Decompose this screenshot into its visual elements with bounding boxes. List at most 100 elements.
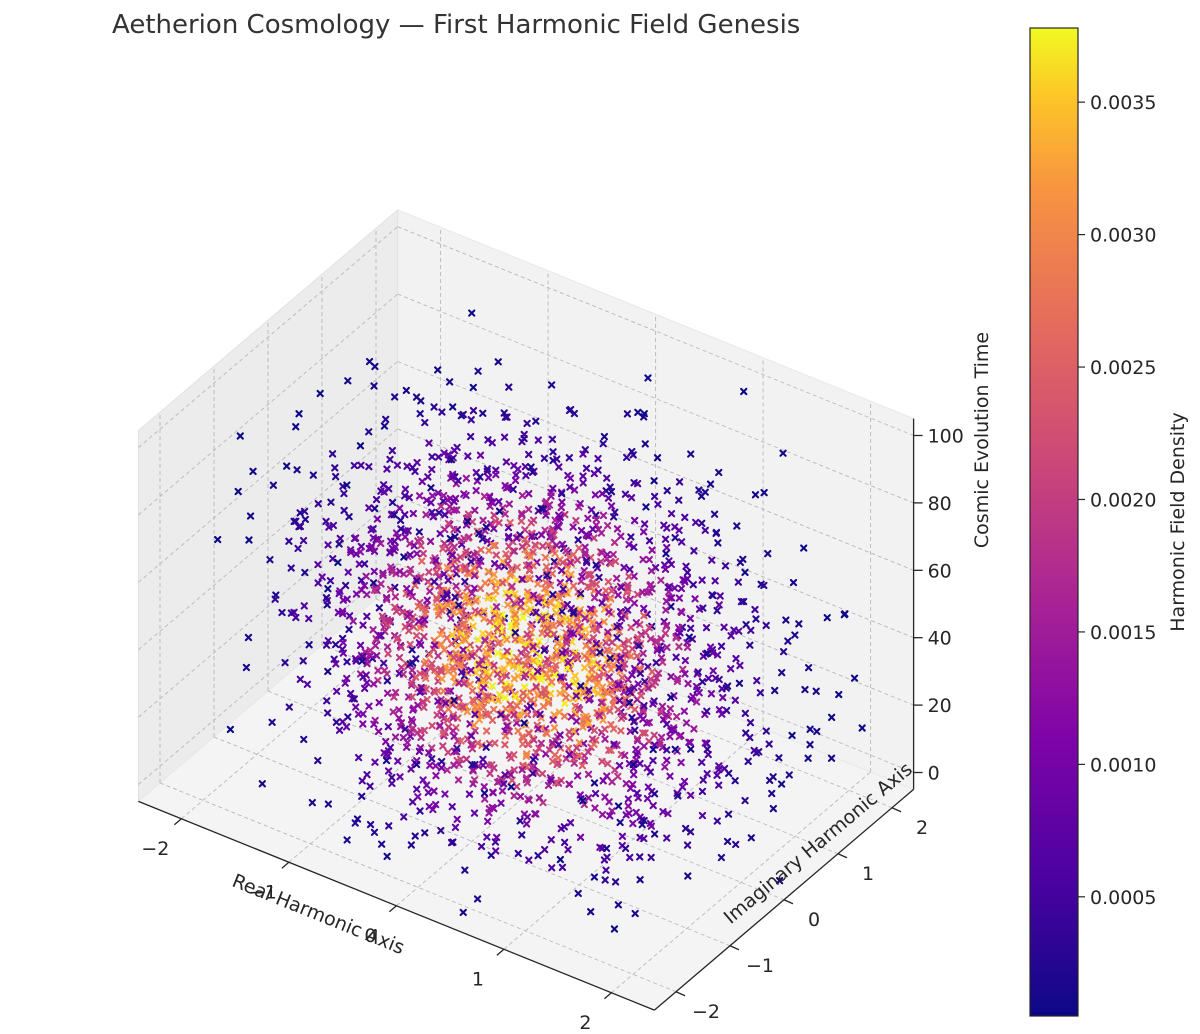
data-point [540, 454, 549, 462]
data-point [448, 640, 456, 648]
data-point [335, 589, 343, 598]
data-point [587, 908, 595, 916]
data-point [494, 649, 502, 657]
x-tick [496, 948, 505, 956]
data-point [359, 720, 367, 728]
data-point [547, 492, 555, 500]
data-point [249, 467, 257, 476]
data-point [541, 845, 549, 854]
data-point [634, 408, 642, 417]
data-point [488, 682, 497, 690]
data-point [498, 579, 507, 587]
data-point [666, 705, 674, 713]
data-point [739, 555, 747, 563]
data-point [556, 731, 564, 739]
data-point [457, 536, 465, 545]
data-point [377, 840, 386, 848]
data-point [521, 645, 530, 653]
data-point [646, 581, 654, 590]
data-point [641, 440, 649, 448]
data-point [360, 560, 369, 568]
data-point [406, 728, 415, 736]
data-point [370, 828, 379, 836]
data-point [640, 604, 648, 613]
data-point [434, 453, 443, 461]
data-point [548, 570, 557, 578]
data-point [671, 745, 679, 753]
data-point [626, 565, 634, 574]
data-point [590, 726, 599, 735]
data-point [373, 515, 382, 523]
data-point [428, 492, 437, 500]
x-tick [603, 992, 612, 1000]
data-point [470, 564, 478, 572]
data-point [558, 489, 566, 498]
data-point [556, 513, 564, 521]
data-point [242, 663, 251, 672]
data-point [474, 636, 482, 644]
data-point [661, 535, 670, 543]
data-point [727, 632, 735, 640]
data-point [633, 652, 641, 660]
data-point [683, 568, 692, 577]
data-point [569, 523, 577, 531]
data-point [384, 767, 393, 775]
data-point [682, 719, 691, 727]
data-point [327, 498, 335, 506]
data-point [488, 638, 496, 647]
data-point [544, 699, 553, 707]
data-point [343, 836, 351, 844]
colorbar-tick-label: 0.0005 [1090, 887, 1156, 909]
data-point [642, 503, 650, 511]
data-point [515, 711, 523, 719]
data-point [639, 528, 648, 536]
data-point [513, 782, 521, 791]
data-point [784, 637, 792, 645]
data-point [553, 639, 562, 648]
data-point [438, 606, 446, 615]
data-point [548, 678, 556, 686]
data-point [597, 529, 606, 537]
data-point [294, 544, 302, 553]
data-point [441, 511, 449, 519]
data-point [343, 658, 351, 666]
data-point [400, 553, 408, 561]
data-point [457, 620, 466, 629]
data-point [345, 513, 353, 521]
data-point [710, 510, 719, 518]
data-point [693, 682, 701, 691]
data-point [449, 838, 457, 846]
data-point [594, 689, 602, 697]
data-point [662, 597, 671, 605]
data-point [547, 836, 555, 844]
data-point [455, 694, 463, 702]
data-point [594, 588, 603, 596]
data-point [428, 722, 436, 730]
data-point [437, 764, 446, 772]
y-tick [783, 899, 794, 905]
data-point [741, 568, 749, 577]
scatter-points [214, 309, 866, 933]
data-point [614, 901, 623, 909]
data-point [572, 652, 581, 660]
data-point [575, 544, 583, 552]
data-point [444, 519, 453, 528]
data-point [778, 668, 786, 677]
data-point [484, 473, 493, 482]
data-point [715, 766, 723, 774]
data-point [386, 743, 394, 752]
data-point [536, 710, 544, 718]
data-point [532, 810, 540, 818]
data-point [682, 562, 690, 571]
data-point [652, 659, 660, 667]
data-point [421, 616, 429, 624]
data-point [617, 614, 626, 622]
colorbar-tick-label: 0.0025 [1090, 357, 1156, 379]
data-point [620, 660, 629, 668]
data-point [595, 711, 604, 720]
z-tick-label: 20 [928, 695, 952, 717]
data-point [633, 590, 642, 599]
data-point [806, 740, 814, 749]
data-point [736, 661, 744, 670]
data-point [450, 525, 458, 534]
